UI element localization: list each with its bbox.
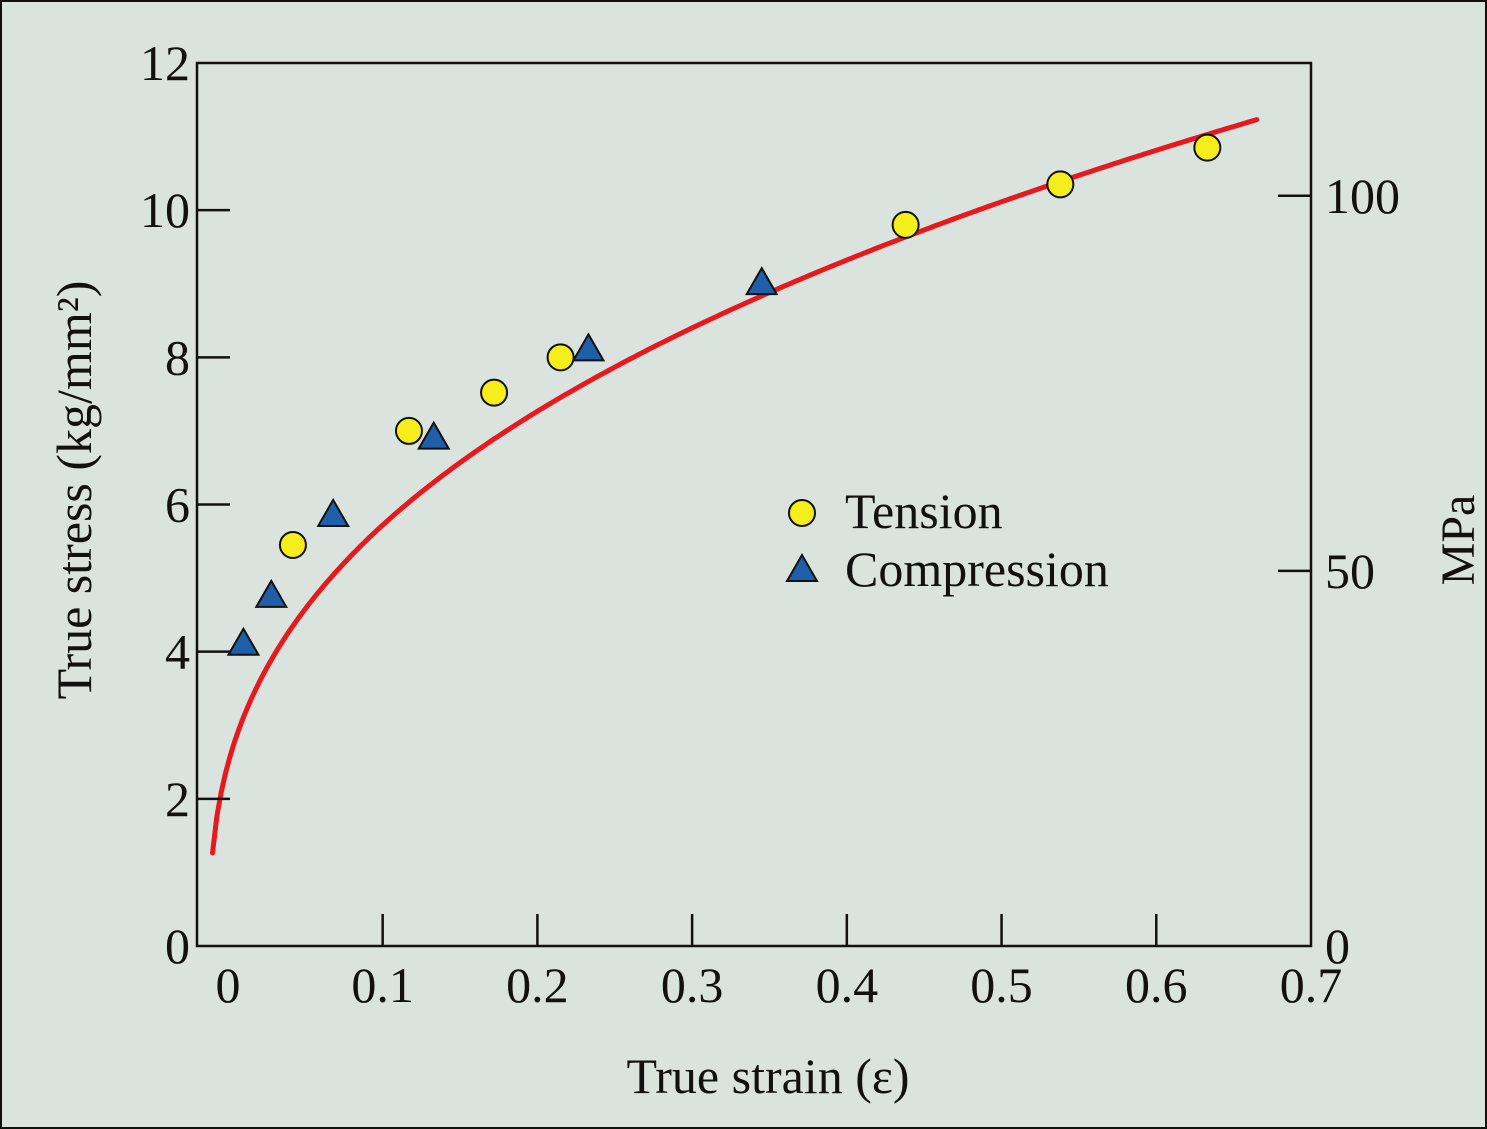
x-tick-label: 0.1 bbox=[351, 957, 414, 1013]
legend-label-tension: Tension bbox=[845, 483, 1003, 539]
plot-area bbox=[195, 61, 1313, 948]
tension-point bbox=[278, 530, 307, 559]
legend-marker-compression bbox=[785, 552, 819, 582]
x-tick-label: 0.3 bbox=[661, 957, 724, 1013]
x-tick-label: 0.6 bbox=[1125, 957, 1188, 1013]
y-tick-label: 12 bbox=[140, 35, 190, 91]
y-tick-label: 10 bbox=[140, 182, 190, 238]
y-axis-left: 0 2 4 6 8 10 12 bbox=[140, 35, 230, 974]
tension-point bbox=[1193, 133, 1222, 162]
x-tick-label: 0.5 bbox=[970, 957, 1033, 1013]
compression-point bbox=[416, 420, 451, 450]
data-points-layer bbox=[226, 133, 1222, 656]
y-tick-label: 6 bbox=[165, 477, 190, 533]
fit-curve-line bbox=[210, 117, 1260, 856]
y-tick-label: 8 bbox=[165, 329, 190, 385]
tension-point bbox=[1046, 170, 1075, 199]
y-tick-label: 0 bbox=[165, 918, 190, 974]
compression-point bbox=[571, 332, 606, 362]
y2-tick-label: 100 bbox=[1325, 168, 1400, 224]
compression-point bbox=[316, 497, 350, 527]
x-tick-label: 0.7 bbox=[1280, 957, 1343, 1013]
tension-point bbox=[891, 210, 920, 239]
y-axis-label: True stress (kg/mm²) bbox=[46, 281, 102, 700]
y-tick-label: 2 bbox=[165, 771, 190, 827]
legend-label-compression: Compression bbox=[845, 541, 1109, 597]
x-tick-label: 0 bbox=[215, 957, 240, 1013]
y2-axis-label: MPa bbox=[1432, 495, 1485, 586]
compression-point bbox=[745, 266, 779, 296]
x-tick-label: 0.4 bbox=[816, 957, 879, 1013]
x-axis-label: True strain (ε) bbox=[626, 1048, 909, 1104]
legend-marker-tension bbox=[788, 499, 816, 527]
y2-tick-label: 50 bbox=[1325, 543, 1375, 599]
x-axis: 0 0.1 0.2 0.3 0.4 0.5 0.6 0.7 bbox=[215, 914, 1342, 1013]
y-tick-label: 4 bbox=[165, 624, 190, 680]
tension-point bbox=[394, 416, 423, 445]
legend: Tension Compression bbox=[785, 483, 1109, 597]
compression-point bbox=[226, 626, 261, 656]
y-axis-right: 0 50 100 bbox=[1278, 168, 1400, 974]
tension-point bbox=[480, 378, 509, 407]
compression-point bbox=[254, 578, 288, 608]
fit-curve-layer bbox=[210, 117, 1260, 856]
y2-tick-label: 0 bbox=[1325, 918, 1350, 974]
x-tick-label: 0.2 bbox=[506, 957, 569, 1013]
tension-point bbox=[546, 343, 575, 372]
